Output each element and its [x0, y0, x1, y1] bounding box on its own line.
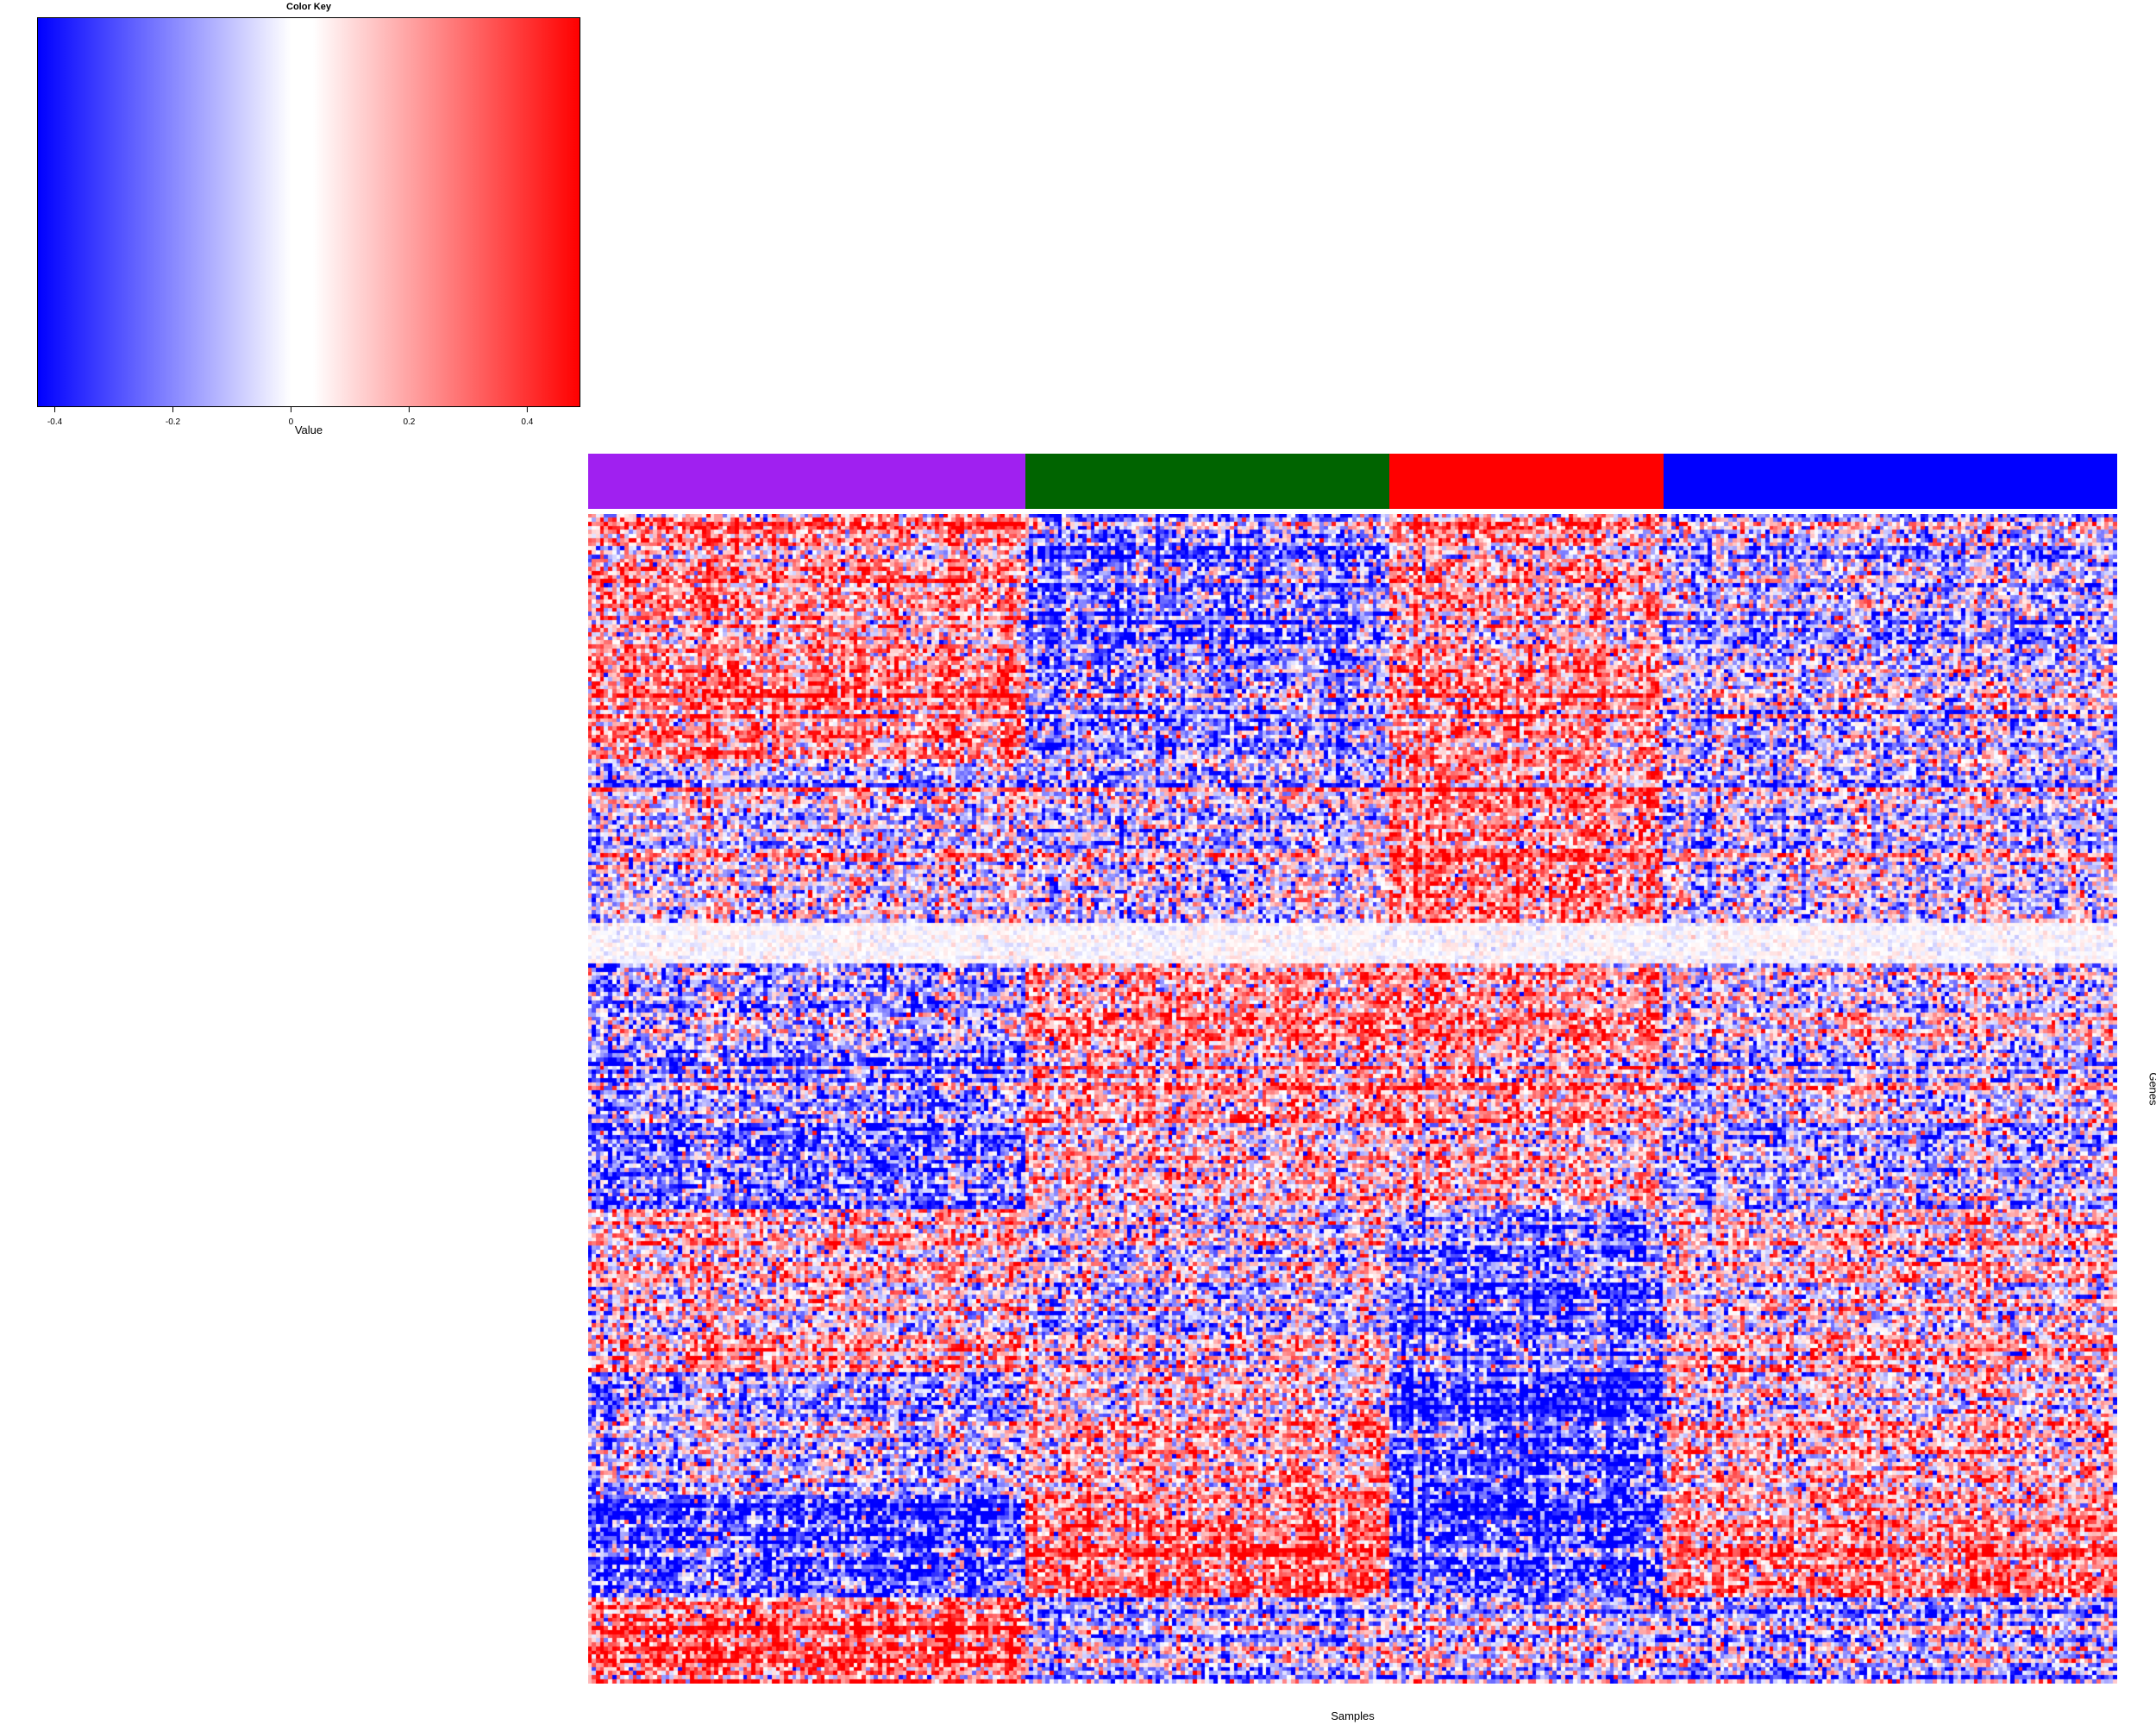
sample-group-2 [1025, 454, 1390, 509]
heatmap-grid [588, 514, 2117, 1684]
color-key-title: Color Key [286, 2, 331, 12]
sample-group-bar [588, 454, 2117, 509]
sample-group-3 [1389, 454, 1664, 509]
y-axis-label: Genes [2147, 1072, 2156, 1106]
x-axis-label: Samples [1331, 1709, 1375, 1722]
color-key-xlabel: Value [294, 423, 323, 436]
color-key-gradient [37, 17, 580, 407]
sample-group-1 [588, 454, 1026, 509]
sample-group-4 [1663, 454, 2117, 509]
